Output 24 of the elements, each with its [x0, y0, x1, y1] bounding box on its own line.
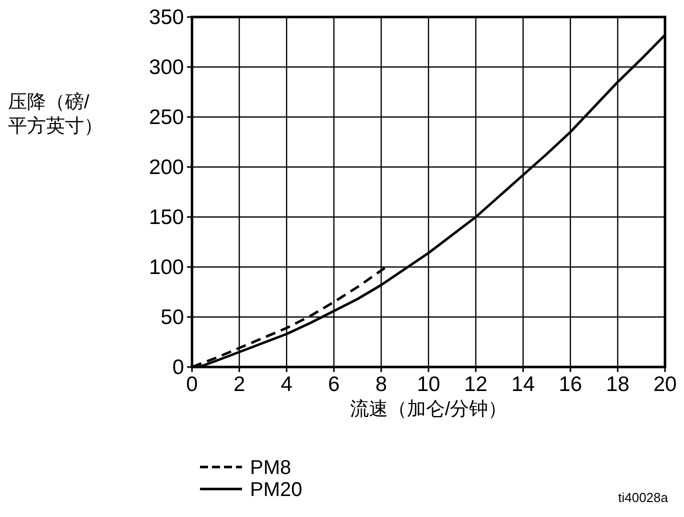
x-axis-title: 流速（加仑/分钟）	[350, 398, 508, 420]
y-tick-label: 100	[148, 256, 184, 279]
y-tick-label: 50	[160, 306, 184, 329]
y-tick-label: 0	[172, 356, 184, 379]
y-tick-label: 250	[148, 106, 184, 129]
y-tick-label: 350	[148, 6, 184, 29]
x-tick-label: 12	[464, 373, 488, 396]
x-tick-label: 20	[653, 373, 677, 396]
x-tick-label: 2	[233, 373, 246, 396]
legend-label: PM8	[250, 457, 292, 479]
y-axis-title: 压降（磅/ 平方英寸）	[8, 92, 103, 137]
x-tick-label: 18	[606, 373, 630, 396]
x-tick-label: 6	[328, 373, 340, 396]
y-tick-label: 200	[148, 156, 184, 179]
y-tick-label: 150	[148, 206, 184, 229]
text: ti40028a	[618, 490, 669, 505]
y-tick-label: 300	[148, 56, 184, 79]
x-tick-label: 10	[416, 373, 440, 396]
x-tick-label: 8	[375, 373, 388, 396]
legend-label: PM20	[250, 479, 302, 501]
x-tick-label: 14	[511, 373, 536, 396]
x-tick-label: 0	[186, 373, 198, 396]
x-tick-label: 4	[280, 373, 293, 396]
x-tick-label: 16	[558, 373, 582, 396]
